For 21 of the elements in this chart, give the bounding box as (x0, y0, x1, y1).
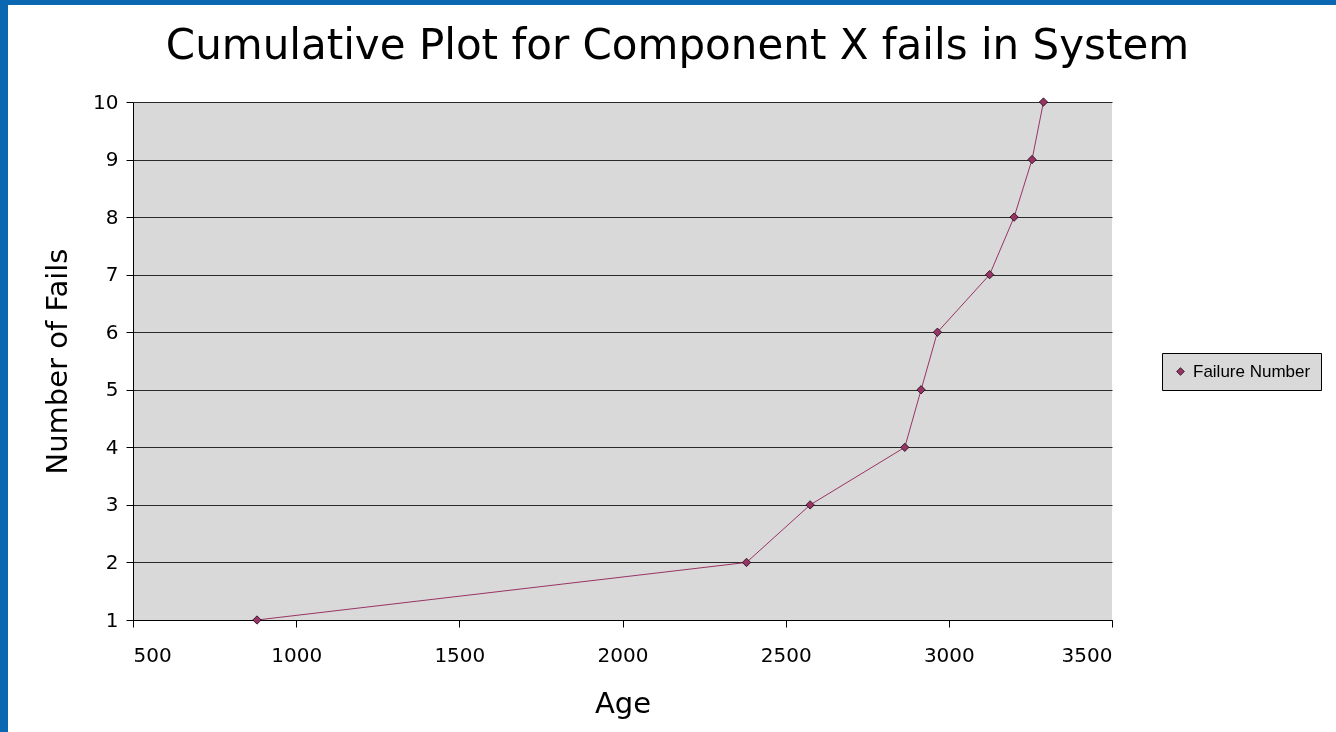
x-tick-label: 2500 (760, 642, 812, 667)
x-tick-label: 2000 (597, 642, 649, 667)
y-tick-label: 10 (93, 89, 119, 114)
x-tick-label: 1500 (434, 642, 486, 667)
legend-label: Failure Number (1193, 361, 1311, 381)
y-tick-label: 6 (105, 319, 119, 344)
y-tick-label: 3 (105, 492, 119, 517)
y-tick-label: 8 (105, 204, 119, 229)
x-tick-label: 3000 (923, 642, 975, 667)
x-tick-label: 3500 (1061, 642, 1113, 667)
y-tick-label: 1 (105, 607, 119, 632)
x-axis-title: Age (594, 685, 652, 720)
y-tick-label: 2 (105, 549, 119, 574)
y-tick-label: 5 (105, 377, 119, 402)
y-tick-label: 4 (105, 434, 119, 459)
chart-title: Cumulative Plot for Component X fails in System (165, 20, 1190, 69)
y-tick-label: 9 (105, 147, 119, 172)
y-tick-label: 7 (105, 262, 119, 287)
x-tick-label: 1000 (271, 642, 323, 667)
x-tick-label: 500 (133, 642, 172, 667)
y-axis-title: Number of Fails (40, 248, 75, 475)
